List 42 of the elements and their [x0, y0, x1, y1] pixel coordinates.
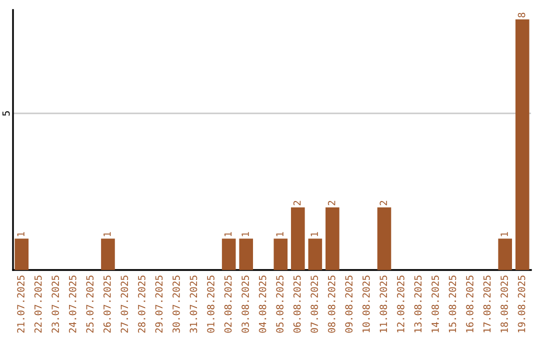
x-tick-label: 30.07.2025	[172, 276, 180, 333]
x-tick-label: 24.07.2025	[68, 276, 76, 333]
data-label: 1	[224, 232, 232, 236]
x-tick-label: 22.07.2025	[34, 276, 42, 333]
data-label: 2	[293, 200, 301, 206]
data-label: 1	[310, 232, 318, 236]
x-tick-label: 08.08.2025	[328, 276, 336, 333]
x-tick-label: 18.08.2025	[500, 276, 508, 332]
data-label: 1	[276, 232, 284, 236]
x-tick-label: 15.08.2025	[448, 276, 456, 332]
x-tick-label: 31.07.2025	[190, 276, 198, 333]
x-tick-label: 23.07.2025	[52, 276, 60, 333]
data-label: 2	[380, 200, 387, 206]
x-tick-label: 27.07.2025	[120, 276, 128, 333]
x-tick-label: 06.08.2025	[293, 276, 301, 333]
x-tick-label: 10.08.2025	[362, 276, 370, 332]
x-tick-label: 11.08.2025	[380, 276, 388, 332]
x-tick-label: 09.08.2025	[345, 276, 353, 333]
data-label: 1	[500, 232, 508, 236]
y-tick-label: 5	[2, 111, 10, 116]
x-tick-label: 26.07.2025	[103, 276, 111, 333]
x-tick-label: 05.08.2025	[276, 276, 284, 333]
x-tick-label: 13.08.2025	[414, 276, 422, 332]
x-tick-label: 07.08.2025	[310, 276, 318, 333]
x-tick-label: 17.08.2025	[483, 276, 491, 332]
x-tick-label: 28.07.2025	[138, 276, 146, 333]
data-label: 8	[518, 12, 526, 18]
x-tick-label: 14.08.2025	[432, 276, 439, 332]
x-tick-label: 16.08.2025	[466, 276, 474, 332]
x-tick-label: 01.08.2025	[207, 276, 214, 333]
data-label: 1	[242, 232, 249, 236]
data-label: 2	[328, 200, 336, 206]
x-tick-label: 19.08.2025	[518, 276, 526, 332]
x-tick-label: 03.08.2025	[242, 276, 249, 333]
x-tick-label: 21.07.2025	[17, 276, 24, 333]
x-tick-label: 02.08.2025	[224, 276, 232, 333]
x-tick-label: 12.08.2025	[396, 276, 404, 332]
data-label: 1	[17, 232, 24, 236]
x-tick-label: 04.08.2025	[258, 276, 266, 333]
data-label: 1	[104, 232, 111, 236]
x-tick-label: 29.07.2025	[155, 276, 163, 333]
x-tick-label: 25.07.2025	[86, 276, 94, 333]
